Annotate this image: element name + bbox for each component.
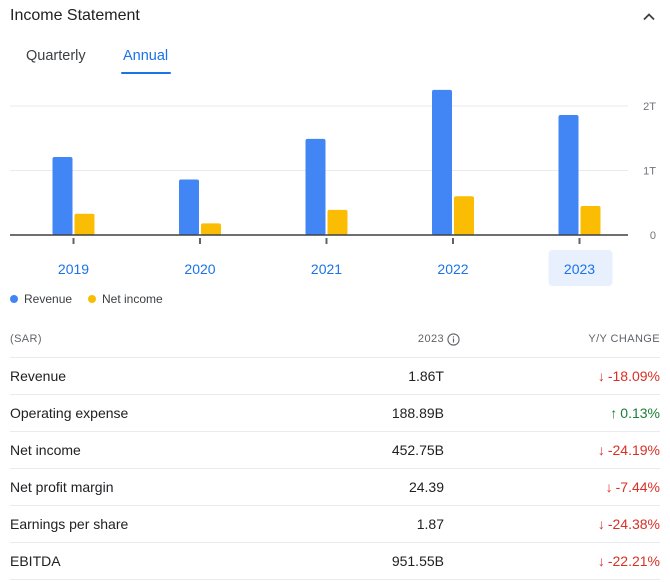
year-label-2021[interactable]: 2021 <box>311 261 342 277</box>
row-label: EBITDA <box>10 553 61 569</box>
header: Income Statement <box>10 0 660 34</box>
y-tick-label: 0 <box>650 230 656 242</box>
row-change-value: -18.09% <box>607 368 660 384</box>
tab-annual[interactable]: Annual <box>123 48 169 64</box>
row-value: 1.87 <box>416 516 444 532</box>
year-label-2023[interactable]: 2023 <box>564 261 595 277</box>
row-change: ↑ 0.13% <box>610 405 660 421</box>
row-value: 452.75B <box>391 442 444 458</box>
arrow-down-icon: ↓ <box>597 442 605 458</box>
bar-revenue-2019 <box>52 156 73 235</box>
bar-revenue-2022 <box>432 89 452 235</box>
y-tick-label: 1T <box>643 166 656 178</box>
year-label-2022[interactable]: 2022 <box>437 261 468 277</box>
table-row: Net profit margin 24.39 ↓ -7.44% <box>10 469 660 506</box>
legend-item-revenue: Revenue <box>10 292 72 306</box>
financial-table: (SAR) 2023 Y/Y CHANGE Revenue 1.86T ↓ -18.0… <box>10 322 660 580</box>
year-header: 2023 <box>417 333 444 345</box>
income-chart: 2019 2020 2021 2022 2023 0 1T 2T <box>10 89 656 286</box>
row-change: ↓ -22.21% <box>598 553 660 569</box>
row-value: 951.55B <box>391 553 444 569</box>
row-change-value: -24.38% <box>607 516 660 532</box>
arrow-up-icon: ↑ <box>610 405 618 421</box>
row-change-value: -22.21% <box>607 553 660 569</box>
row-change: ↓ -24.19% <box>598 442 660 458</box>
row-change-value: -24.19% <box>607 442 660 458</box>
row-label: Net profit margin <box>10 479 114 495</box>
bar-revenue-2021 <box>305 138 326 235</box>
year-label-2019[interactable]: 2019 <box>58 261 89 277</box>
legend-dot-revenue <box>10 295 18 303</box>
legend-label-revenue: Revenue <box>24 292 73 306</box>
row-label: Revenue <box>10 368 67 384</box>
selected-year-highlight <box>548 250 613 286</box>
arrow-down-icon: ↓ <box>597 368 605 384</box>
year-label-2020[interactable]: 2020 <box>184 261 215 277</box>
page-title: Income Statement <box>10 7 140 24</box>
table-row: Net income 452.75B ↓ -24.19% <box>10 432 660 469</box>
row-label: Earnings per share <box>10 516 129 532</box>
table-row: Operating expense 188.89B ↑ 0.13% <box>10 395 660 432</box>
bar-net-income-2020 <box>201 223 221 235</box>
row-change: ↓ -24.38% <box>598 516 660 532</box>
change-header: Y/Y CHANGE <box>588 333 660 345</box>
table-row: EBITDA 951.55B ↓ -22.21% <box>10 543 660 580</box>
legend-item-net-income: Net income <box>88 292 163 306</box>
bar-revenue-2020 <box>179 179 199 235</box>
legend-dot-net-income <box>88 295 96 303</box>
active-tab-indicator <box>121 72 171 74</box>
row-change: ↓ -7.44% <box>606 479 660 495</box>
arrow-down-icon: ↓ <box>605 479 613 495</box>
row-label: Net income <box>10 442 81 458</box>
table-body: Revenue 1.86T ↓ -18.09% Operating expense 188… <box>10 358 660 580</box>
chevron-up-icon[interactable] <box>640 8 658 26</box>
row-change-value: -7.44% <box>615 479 660 495</box>
bar-net-income-2022 <box>454 196 474 235</box>
arrow-down-icon: ↓ <box>597 553 605 569</box>
row-value: 24.39 <box>408 479 444 495</box>
y-tick-label: 2T <box>643 101 656 113</box>
row-change-value: 0.13% <box>620 405 660 421</box>
arrow-down-icon: ↓ <box>597 516 605 532</box>
table-row: Revenue 1.86T ↓ -18.09% <box>10 358 660 395</box>
bar-net-income-2021 <box>327 209 348 235</box>
info-icon[interactable] <box>447 333 460 346</box>
tab-quarterly[interactable]: Quarterly <box>26 48 86 64</box>
currency-header: (SAR) <box>10 333 42 345</box>
row-label: Operating expense <box>10 405 129 421</box>
legend-label-net-income: Net income <box>102 292 163 306</box>
row-value: 1.86T <box>408 368 444 384</box>
bar-net-income-2019 <box>74 213 95 235</box>
row-value: 188.89B <box>391 405 444 421</box>
table-header: (SAR) 2023 Y/Y CHANGE <box>10 322 660 358</box>
bar-revenue-2023 <box>558 115 579 235</box>
row-change: ↓ -18.09% <box>598 368 660 384</box>
table-row: Earnings per share 1.87 ↓ -24.38% <box>10 506 660 543</box>
bar-net-income-2023 <box>580 205 601 235</box>
